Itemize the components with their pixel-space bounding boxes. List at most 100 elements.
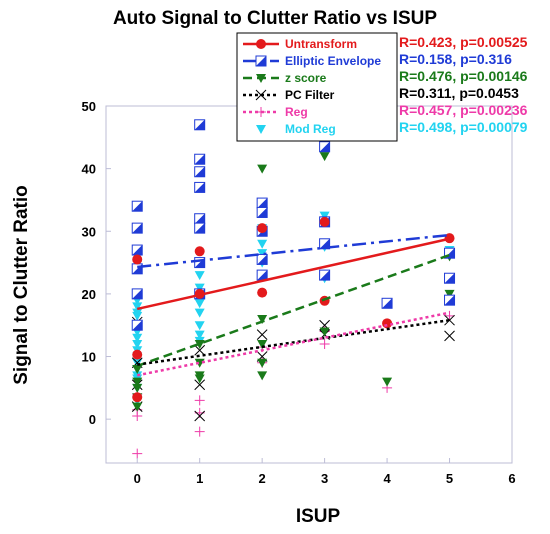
data-point-elliptic-envelope: [131, 288, 143, 300]
data-point-elliptic-envelope: [381, 297, 393, 309]
x-tick-label: 6: [508, 471, 515, 486]
data-point-elliptic-envelope: [194, 119, 206, 131]
data-point-untransform: [319, 216, 330, 227]
data-point-elliptic-envelope: [194, 213, 206, 225]
data-point-mod-reg: [194, 283, 205, 293]
data-point-elliptic-envelope: [194, 153, 206, 165]
stat-mod-reg: R=0.498, p=0.00079: [399, 119, 528, 135]
legend-marker-elliptic-envelope: [255, 55, 267, 67]
legend-label-untransform: Untransform: [285, 37, 357, 51]
data-point-z-score: [257, 164, 268, 174]
data-point-z-score: [444, 289, 455, 299]
data-point-elliptic-envelope: [131, 263, 143, 275]
data-point-mod-reg: [257, 249, 268, 259]
stat-reg: R=0.457, p=0.00236: [399, 102, 528, 118]
data-point-elliptic-envelope: [131, 244, 143, 256]
data-point-z-score: [132, 383, 143, 393]
y-tick-label: 30: [82, 224, 96, 239]
data-point-z-score: [257, 314, 268, 324]
y-tick-label: 40: [82, 162, 96, 177]
data-point-pc-filter: [194, 410, 206, 422]
legend-label-pc-filter: PC Filter: [285, 88, 335, 102]
x-axis-label: ISUP: [296, 506, 341, 527]
data-point-untransform: [132, 254, 143, 265]
data-point-pc-filter: [256, 329, 268, 340]
data-point-z-score: [132, 402, 143, 412]
legend-marker-untransform: [256, 39, 266, 49]
data-point-pc-filter: [194, 379, 206, 391]
y-tick-label: 50: [82, 99, 96, 114]
legend-label-elliptic-envelope: Elliptic Envelope: [285, 54, 381, 68]
data-point-elliptic-envelope: [194, 181, 206, 193]
data-point-mod-reg: [132, 333, 143, 343]
x-tick-label: 0: [134, 471, 141, 486]
data-point-mod-reg: [132, 340, 143, 349]
y-tick-label: 10: [82, 350, 96, 365]
data-point-z-score: [257, 358, 268, 368]
data-point-mod-reg: [132, 311, 143, 321]
legend-marker-mod-reg: [256, 125, 266, 134]
fit-line-reg: [136, 311, 450, 377]
axis-ticks: 0 1 2 3 4 5 6 0 10 20 30 40 50: [82, 99, 516, 486]
data-point-z-score: [257, 371, 268, 381]
data-point-mod-reg: [194, 321, 205, 331]
data-point-elliptic-envelope: [256, 253, 268, 265]
legend-label-z-score: z score: [285, 71, 327, 85]
y-axis-label: Signal to Clutter Ratio: [11, 185, 32, 385]
fit-line-elliptic-envelope: [137, 233, 450, 269]
data-point-elliptic-envelope: [131, 319, 143, 331]
data-point-pc-filter: [444, 330, 455, 342]
data-point-z-score: [132, 377, 143, 387]
data-point-z-score: [382, 377, 393, 387]
data-point-elliptic-envelope: [256, 269, 268, 281]
data-point-mod-reg: [194, 330, 205, 340]
stat-z-score: R=0.476, p=0.00146: [399, 68, 528, 84]
legend-label-reg: Reg: [285, 105, 308, 119]
data-point-z-score: [319, 152, 330, 162]
data-point-untransform: [257, 223, 268, 234]
legend: Untransform Elliptic Envelope z score PC Fi…: [236, 32, 398, 142]
data-point-mod-reg: [194, 271, 205, 281]
data-point-z-score: [257, 340, 268, 349]
legend-marker-pc-filter: [255, 89, 267, 101]
data-point-elliptic-envelope: [194, 166, 206, 178]
data-point-elliptic-envelope: [444, 272, 456, 284]
series-elliptic-envelope: [131, 119, 456, 331]
stat-untransform: R=0.423, p=0.00525: [399, 34, 528, 50]
x-tick-label: 4: [383, 471, 391, 486]
stat-pc-filter: R=0.311, p=0.0453: [399, 85, 519, 101]
x-tick-label: 1: [196, 471, 203, 486]
data-point-elliptic-envelope: [256, 206, 268, 218]
data-point-untransform: [444, 233, 455, 244]
legend-label-mod-reg: Mod Reg: [285, 122, 336, 136]
data-point-untransform: [132, 392, 143, 403]
data-point-pc-filter: [194, 344, 206, 356]
chart-title: Auto Signal to Clutter Ratio vs ISUP: [113, 8, 437, 29]
data-point-untransform: [194, 246, 205, 257]
data-point-mod-reg: [319, 211, 330, 221]
data-point-elliptic-envelope: [131, 222, 143, 234]
plot-marks: [131, 119, 456, 459]
x-tick-label: 3: [321, 471, 328, 486]
data-point-z-score: [132, 365, 143, 375]
data-point-elliptic-envelope: [319, 269, 331, 281]
data-point-reg: [194, 395, 205, 406]
fit-line-untransform: [136, 237, 450, 311]
data-point-elliptic-envelope: [444, 294, 456, 306]
y-tick-label: 20: [82, 287, 96, 302]
data-point-elliptic-envelope: [256, 197, 268, 209]
legend-marker-reg: [256, 107, 266, 117]
data-point-z-score: [194, 340, 205, 349]
data-point-z-score: [194, 374, 205, 384]
legend-box: [236, 32, 398, 142]
data-point-elliptic-envelope: [194, 222, 206, 234]
data-point-elliptic-envelope: [131, 200, 143, 212]
data-point-mod-reg: [132, 302, 143, 312]
legend-marker-z-score: [256, 74, 266, 83]
data-point-elliptic-envelope: [319, 141, 331, 153]
data-point-reg: [194, 426, 205, 437]
stat-elliptic-envelope: R=0.158, p=0.316: [399, 51, 512, 67]
data-point-reg: [319, 339, 330, 349]
